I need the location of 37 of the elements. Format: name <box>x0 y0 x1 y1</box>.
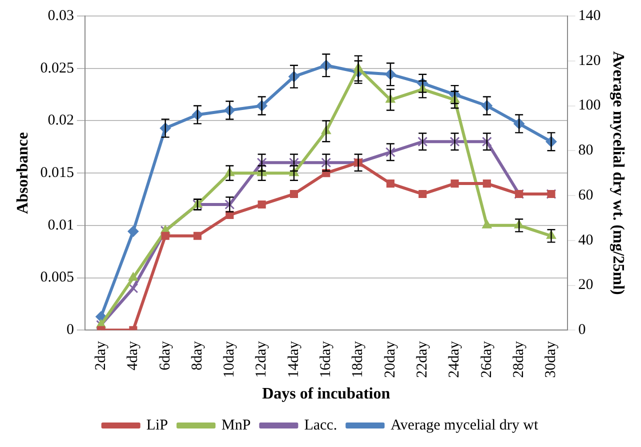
x-tick-label: 8day <box>189 340 206 370</box>
x-tick-label: 2day <box>92 340 109 370</box>
y-tick-label: 0.01 <box>48 217 74 234</box>
x-tick-label: 26day <box>478 340 495 378</box>
y2-tick-label: 100 <box>578 98 601 114</box>
y-tick-label: 0.03 <box>48 8 74 24</box>
x-tick-label: 18day <box>350 340 366 378</box>
legend-label: Lacc. <box>304 417 338 434</box>
y2-tick-label: 20 <box>578 277 594 294</box>
x-tick-label: 24day <box>446 340 463 378</box>
y2-axis-title: Average mycelial dry wt. (mg/25ml) <box>609 51 626 295</box>
x-tick-label: 16day <box>318 340 334 378</box>
y-tick-label: 0.015 <box>40 165 74 182</box>
x-tick-label: 28day <box>511 340 528 378</box>
y-tick-label: 0.025 <box>40 60 74 76</box>
y-tick-label: 0.02 <box>48 112 74 129</box>
x-tick-label: 10day <box>222 340 238 378</box>
y-tick-label: 0 <box>66 322 74 338</box>
y2-tick-label: 40 <box>578 232 594 248</box>
legend-label: Average mycelial dry wt <box>390 417 539 434</box>
y-axis-title: Absorbance <box>14 132 32 214</box>
x-tick-label: 6day <box>157 340 174 370</box>
y2-tick-label: 120 <box>578 52 601 69</box>
legend-label: LiP <box>146 417 168 434</box>
x-tick-label: 22day <box>414 340 431 378</box>
y-tick-label: 0.005 <box>40 270 74 286</box>
x-tick-label: 12day <box>254 340 270 378</box>
x-tick-label: 4day <box>125 340 142 370</box>
x-tick-label: 20day <box>382 340 398 378</box>
legend-label: MnP <box>222 417 251 434</box>
y2-tick-label: 60 <box>578 187 594 204</box>
x-tick-label: 30day <box>543 340 560 378</box>
x-axis-title: Days of incubation <box>262 386 390 403</box>
y2-tick-label: 140 <box>578 8 601 24</box>
y2-tick-label: 0 <box>578 322 586 338</box>
x-tick-label: 14day <box>286 340 302 378</box>
y2-tick-label: 80 <box>578 142 594 159</box>
